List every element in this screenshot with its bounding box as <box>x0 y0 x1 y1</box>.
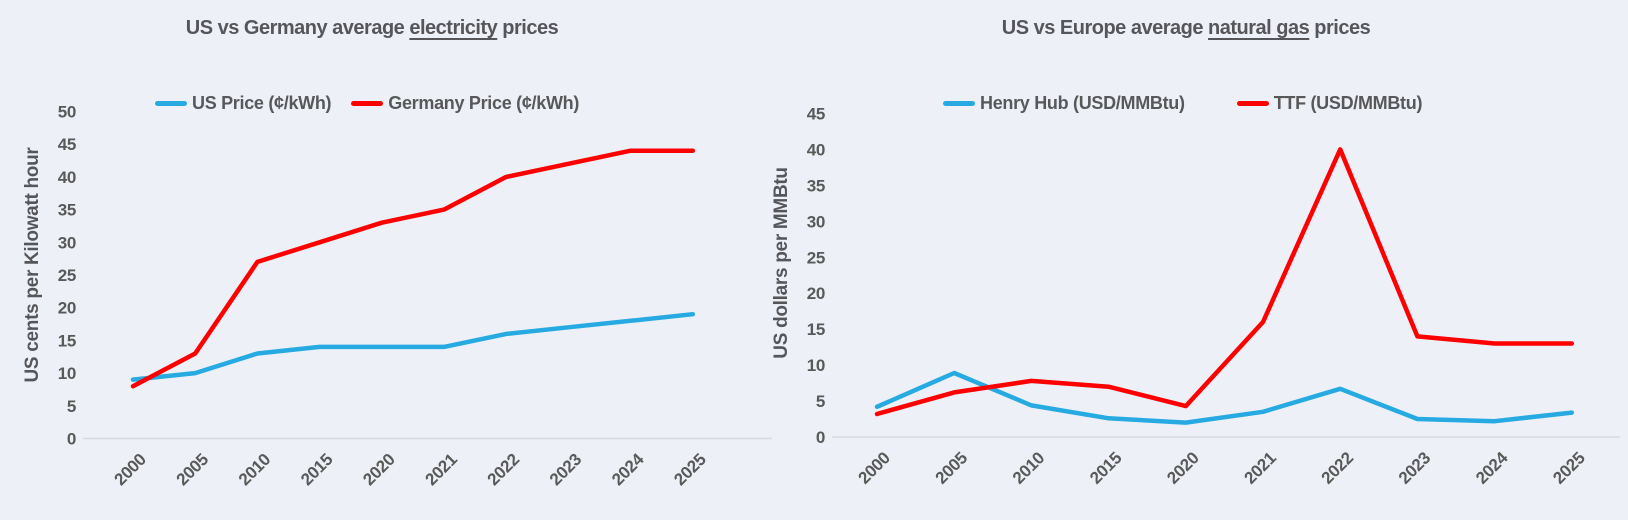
series-line-us-price-kwh <box>130 311 696 382</box>
x-tick-label: 2005 <box>932 448 971 487</box>
legend-line-swatch <box>1236 101 1269 106</box>
legend-line-swatch <box>155 101 187 106</box>
y-tick-label: 5 <box>816 392 825 411</box>
legend-item: US Price (¢/kWh) <box>155 93 332 114</box>
x-tick-label: 2022 <box>1318 448 1357 487</box>
x-tick-label: 2010 <box>235 450 274 489</box>
y-tick-label: 40 <box>58 168 76 187</box>
x-tick-label: 2022 <box>484 450 523 489</box>
legend-line-swatch <box>351 101 384 106</box>
legend-line-swatch <box>943 101 975 106</box>
x-tick-label: 2021 <box>1240 448 1279 487</box>
legend: Henry Hub (USD/MMBtu) TTF (USD/MMBtu) <box>943 93 1422 114</box>
x-tick-label: 2015 <box>1086 448 1125 487</box>
x-tick-label: 2015 <box>297 450 336 489</box>
y-tick-label: 0 <box>816 428 825 447</box>
y-tick-label: 30 <box>58 233 76 252</box>
natural-gas-price-chart: US vs Europe average natural gas prices … <box>771 0 1628 520</box>
y-tick-label: 30 <box>807 212 825 231</box>
x-tick-label: 2025 <box>670 450 709 489</box>
x-tick-label: 2024 <box>608 449 648 489</box>
title-text: prices <box>497 17 559 39</box>
title-underlined-text: electricity <box>409 17 498 39</box>
x-tick-label: 2023 <box>1395 448 1434 487</box>
y-axis-title: US dollars per MMBtu <box>771 167 792 359</box>
legend-item: TTF (USD/MMBtu) <box>1236 93 1423 114</box>
title-text: US vs Europe average <box>1001 17 1209 39</box>
x-tick-label: 2024 <box>1472 448 1512 488</box>
series-line-germany-price-kwh <box>130 148 696 389</box>
y-tick-label: 10 <box>58 364 76 383</box>
y-tick-label: 35 <box>807 176 825 195</box>
y-tick-label: 5 <box>67 397 76 416</box>
y-tick-label: 45 <box>807 105 825 124</box>
y-tick-label: 50 <box>58 103 76 122</box>
y-tick-label: 15 <box>58 331 76 350</box>
legend-item: Henry Hub (USD/MMBtu) <box>943 93 1185 114</box>
series-line-ttf-usd-mmbtu <box>874 147 1575 417</box>
x-tick-label: 2023 <box>546 450 585 489</box>
legend-label: Germany Price (¢/kWh) <box>388 93 580 113</box>
chart-title-natural-gas: US vs Europe average natural gas prices <box>866 17 1506 40</box>
y-tick-label: 15 <box>807 320 825 339</box>
electricity-price-chart: US vs Germany average electricity prices… <box>22 17 772 489</box>
y-tick-label: 20 <box>58 299 76 318</box>
x-tick-label: 2020 <box>359 450 398 489</box>
title-text: prices <box>1309 17 1371 39</box>
x-tick-label: 2000 <box>110 450 149 489</box>
y-tick-label: 45 <box>58 135 76 154</box>
title-text: US vs Germany average <box>185 17 410 39</box>
x-tick-label: 2020 <box>1163 448 1202 487</box>
y-tick-label: 25 <box>807 248 825 267</box>
legend-label: US Price (¢/kWh) <box>192 93 332 113</box>
y-tick-label: 35 <box>58 201 76 220</box>
series-line-henry-hub-usd-mmbtu <box>874 370 1575 425</box>
legend-label: TTF (USD/MMBtu) <box>1273 93 1423 113</box>
x-tick-label: 2000 <box>854 448 893 487</box>
legend-label: Henry Hub (USD/MMBtu) <box>980 93 1185 113</box>
y-tick-label: 0 <box>67 430 76 449</box>
x-tick-label: 2005 <box>173 450 212 489</box>
legend-item: Germany Price (¢/kWh) <box>351 93 579 114</box>
chart-title-electricity: US vs Germany average electricity prices <box>52 17 692 40</box>
y-tick-label: 10 <box>807 356 825 375</box>
y-tick-label: 40 <box>807 140 825 159</box>
x-tick-label: 2010 <box>1009 448 1048 487</box>
y-tick-label: 20 <box>807 284 825 303</box>
title-underlined-text: natural gas <box>1208 17 1310 39</box>
y-tick-label: 25 <box>58 266 76 285</box>
legend: US Price (¢/kWh) Germany Price (¢/kWh) <box>155 93 579 114</box>
x-tick-label: 2025 <box>1549 448 1588 487</box>
x-tick-label: 2021 <box>421 450 460 489</box>
